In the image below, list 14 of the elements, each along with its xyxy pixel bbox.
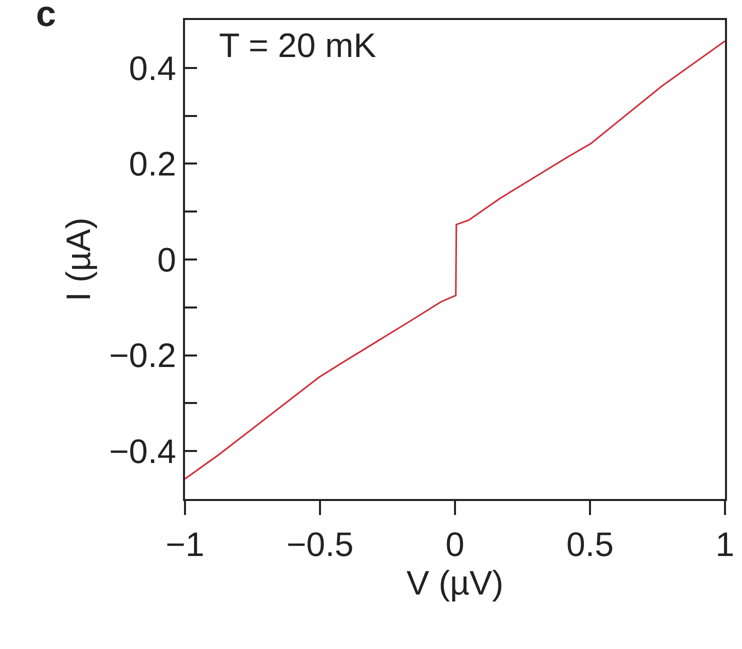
y-tick-label: 0.2 [128, 146, 176, 184]
y-tick-label: 0.4 [128, 50, 176, 88]
y-tick-label: 0 [157, 241, 176, 280]
x-tick-label: 1 [716, 526, 734, 564]
y-tick-label: −0.2 [109, 337, 176, 376]
chart-title: c [36, 0, 56, 34]
x-tick-label: 0 [446, 526, 464, 564]
x-tick-label: −0.5 [286, 526, 354, 564]
y-tick-label: −0.4 [109, 433, 176, 471]
x-axis-title: V (µV) [406, 564, 504, 603]
y-axis-title: I (µA) [60, 218, 98, 302]
x-tick-label: −1 [166, 526, 204, 564]
x-tick-label: 0.5 [566, 526, 614, 564]
annotation: T = 20 mK [219, 27, 376, 65]
